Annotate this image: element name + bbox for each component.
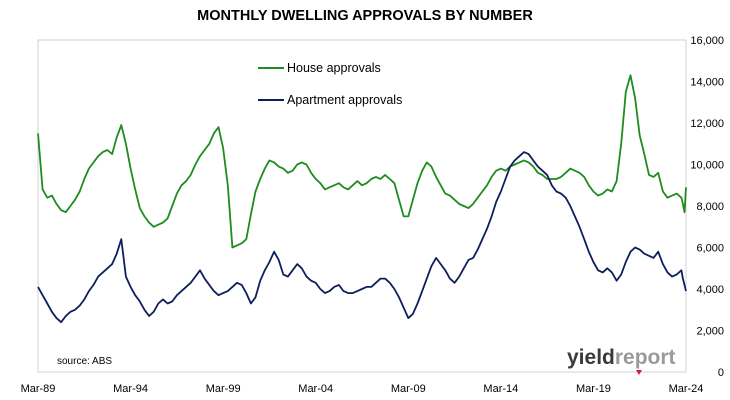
logo-pointer-icon bbox=[636, 370, 642, 375]
y-tick-label: 12,000 bbox=[690, 118, 724, 130]
x-tick-label: Mar-04 bbox=[298, 383, 333, 395]
legend: House approvals Apartment approvals bbox=[258, 61, 402, 107]
y-tick-label: 6,000 bbox=[696, 243, 724, 255]
logo-text: yieldreport bbox=[567, 346, 676, 369]
y-tick-label: 2,000 bbox=[696, 326, 724, 338]
legend-label: Apartment approvals bbox=[287, 93, 402, 107]
series-line-apartment bbox=[37, 151, 687, 324]
logo-report-part: report bbox=[615, 346, 676, 369]
x-tick-label: Mar-94 bbox=[113, 383, 148, 395]
source-annotation: source: ABS bbox=[57, 356, 112, 367]
y-axis: 0 2,000 4,000 6,000 8,000 10,000 12,000 14,000 1… bbox=[690, 35, 724, 379]
y-tick-label: 8,000 bbox=[696, 201, 724, 213]
series-line-house bbox=[37, 74, 687, 249]
series-layer bbox=[37, 74, 687, 324]
y-tick-label: 14,000 bbox=[690, 77, 724, 89]
x-tick-label: Mar-14 bbox=[483, 383, 518, 395]
x-tick-label: Mar-19 bbox=[576, 383, 611, 395]
x-tick-label: Mar-24 bbox=[669, 383, 704, 395]
x-axis: Mar-89 Mar-94 Mar-99 Mar-04 Mar-09 Mar-14 Mar-… bbox=[21, 383, 704, 395]
x-tick-label: Mar-09 bbox=[391, 383, 426, 395]
y-tick-label: 0 bbox=[718, 367, 724, 379]
plot-area bbox=[37, 39, 687, 373]
y-tick-label: 16,000 bbox=[690, 35, 724, 47]
logo: yieldreport bbox=[567, 346, 676, 375]
y-tick-label: 10,000 bbox=[690, 160, 724, 172]
chart-title: MONTHLY DWELLING APPROVALS BY NUMBER bbox=[197, 8, 533, 24]
logo-yield-part: yield bbox=[567, 346, 615, 369]
x-tick-label: Mar-99 bbox=[206, 383, 241, 395]
x-tick-label: Mar-89 bbox=[21, 383, 56, 395]
legend-label: House approvals bbox=[287, 61, 381, 75]
y-tick-label: 4,000 bbox=[696, 284, 724, 296]
